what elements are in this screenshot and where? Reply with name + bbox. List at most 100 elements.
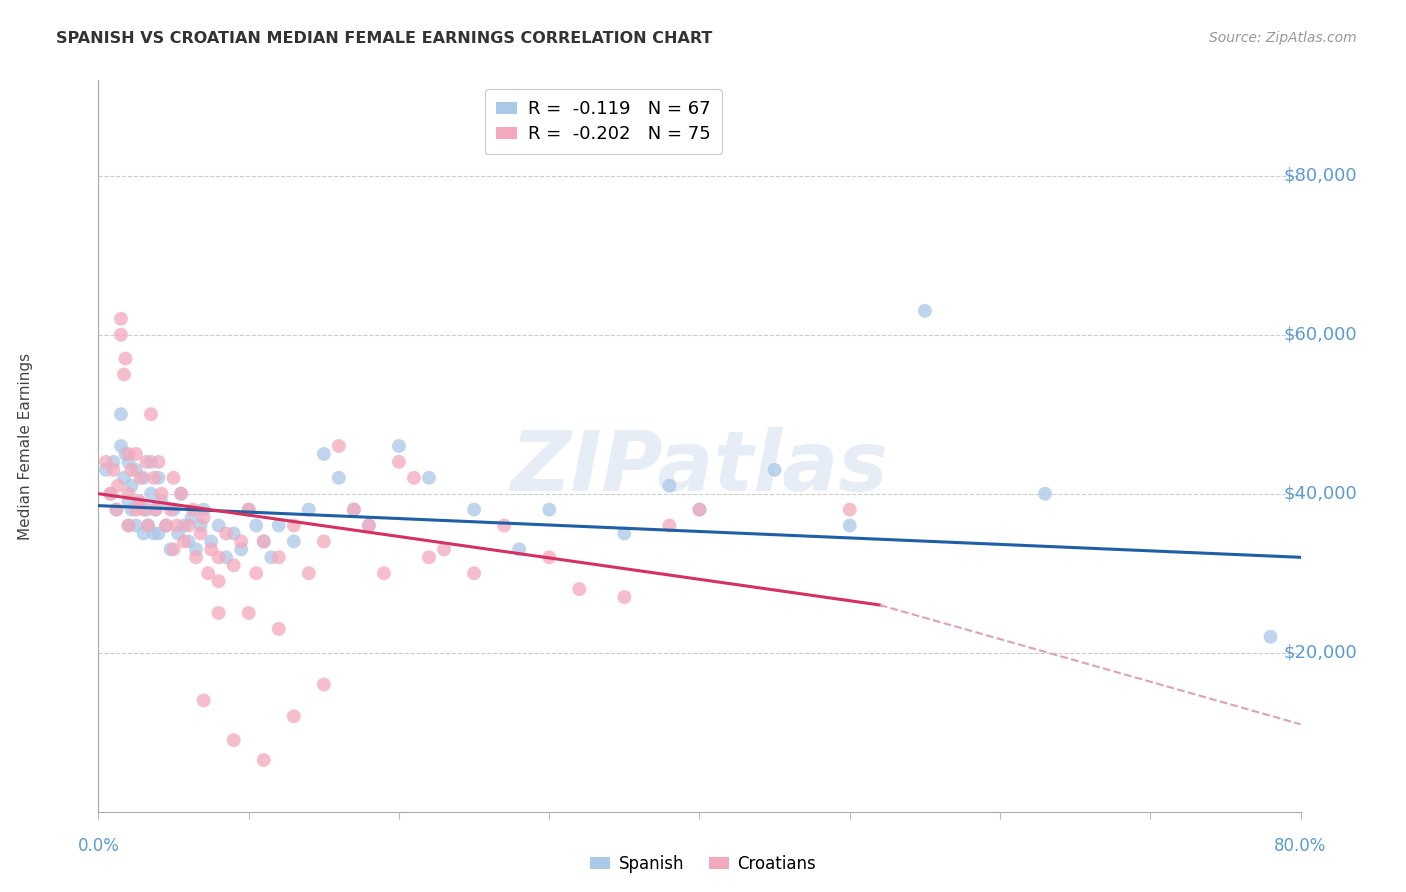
Point <box>208 574 231 589</box>
Point <box>231 534 253 549</box>
Point <box>208 606 231 620</box>
Point <box>688 502 710 516</box>
Point <box>135 455 157 469</box>
Point <box>150 486 173 500</box>
Point <box>112 471 135 485</box>
Point <box>114 447 136 461</box>
Point <box>125 447 148 461</box>
Point <box>613 526 636 541</box>
Point <box>110 327 132 342</box>
Point <box>433 542 456 557</box>
Point <box>162 471 184 485</box>
Point <box>139 455 162 469</box>
Point <box>343 502 366 516</box>
Point <box>357 518 380 533</box>
Point <box>253 753 276 767</box>
Point <box>148 455 170 469</box>
Point <box>260 550 283 565</box>
Point <box>283 534 305 549</box>
Point <box>121 463 143 477</box>
Point <box>538 550 561 565</box>
Point <box>190 526 212 541</box>
Text: $80,000: $80,000 <box>1284 167 1357 185</box>
Point <box>135 502 157 516</box>
Point <box>538 502 561 516</box>
Point <box>283 518 305 533</box>
Point <box>136 518 159 533</box>
Point <box>170 486 193 500</box>
Point <box>658 479 681 493</box>
Point <box>222 526 245 541</box>
Point <box>193 502 215 516</box>
Point <box>200 542 222 557</box>
Point <box>148 526 170 541</box>
Point <box>222 733 245 747</box>
Point <box>343 502 366 516</box>
Text: 0.0%: 0.0% <box>77 837 120 855</box>
Point <box>838 502 860 516</box>
Point <box>402 471 425 485</box>
Point <box>139 407 162 421</box>
Point <box>184 542 207 557</box>
Point <box>105 502 128 516</box>
Point <box>117 518 139 533</box>
Point <box>155 518 177 533</box>
Point <box>117 455 139 469</box>
Point <box>177 534 200 549</box>
Point <box>132 526 155 541</box>
Point <box>312 677 335 691</box>
Point <box>508 542 530 557</box>
Point <box>125 463 148 477</box>
Text: $60,000: $60,000 <box>1284 326 1357 343</box>
Point <box>159 542 181 557</box>
Point <box>1260 630 1282 644</box>
Point <box>117 518 139 533</box>
Point <box>167 526 190 541</box>
Point <box>193 693 215 707</box>
Point <box>173 534 195 549</box>
Point <box>132 471 155 485</box>
Point <box>128 494 150 508</box>
Point <box>763 463 786 477</box>
Point <box>267 550 290 565</box>
Point <box>222 558 245 573</box>
Point <box>139 486 162 500</box>
Point <box>177 518 200 533</box>
Point <box>150 494 173 508</box>
Point <box>208 518 231 533</box>
Point <box>688 502 710 516</box>
Point <box>238 502 260 516</box>
Point <box>125 502 148 516</box>
Point <box>136 518 159 533</box>
Point <box>117 447 139 461</box>
Point <box>283 709 305 723</box>
Point <box>418 550 440 565</box>
Point <box>180 510 202 524</box>
Point <box>129 471 152 485</box>
Point <box>312 447 335 461</box>
Point <box>388 455 411 469</box>
Point <box>103 463 125 477</box>
Point <box>193 510 215 524</box>
Point <box>110 407 132 421</box>
Point <box>494 518 516 533</box>
Text: $20,000: $20,000 <box>1284 644 1357 662</box>
Point <box>328 471 350 485</box>
Point <box>100 486 122 500</box>
Point <box>121 479 143 493</box>
Point <box>181 502 204 516</box>
Point <box>173 518 195 533</box>
Point <box>117 494 139 508</box>
Point <box>128 494 150 508</box>
Legend: R =  -0.119   N = 67, R =  -0.202   N = 75: R = -0.119 N = 67, R = -0.202 N = 75 <box>485 89 721 154</box>
Point <box>114 351 136 366</box>
Point <box>388 439 411 453</box>
Point <box>253 534 276 549</box>
Point <box>914 303 936 318</box>
Point <box>357 518 380 533</box>
Point <box>231 542 253 557</box>
Point <box>253 534 276 549</box>
Text: SPANISH VS CROATIAN MEDIAN FEMALE EARNINGS CORRELATION CHART: SPANISH VS CROATIAN MEDIAN FEMALE EARNIN… <box>56 31 713 46</box>
Point <box>132 502 155 516</box>
Point <box>298 502 321 516</box>
